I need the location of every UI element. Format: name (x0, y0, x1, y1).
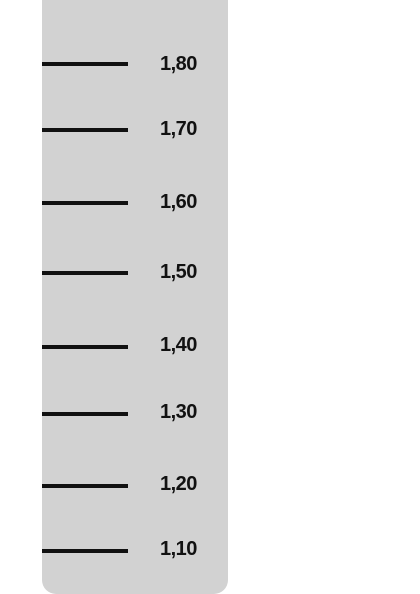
tick-mark-180 (42, 62, 128, 66)
tick-label-150: 1,50 (160, 261, 197, 283)
tick-label-120: 1,20 (160, 473, 197, 495)
tick-mark-150 (42, 271, 128, 275)
tick-mark-140 (42, 345, 128, 349)
tick-label-130: 1,30 (160, 401, 197, 423)
tick-label-110: 1,10 (160, 538, 197, 560)
height-ruler: 1,80 1,70 1,60 1,50 1,40 1,30 1,20 1,10 (42, 0, 228, 594)
tick-mark-170 (42, 128, 128, 132)
tick-label-140: 1,40 (160, 334, 197, 356)
tick-label-170: 1,70 (160, 118, 197, 140)
tick-label-180: 1,80 (160, 53, 197, 75)
tick-mark-120 (42, 484, 128, 488)
tick-label-160: 1,60 (160, 191, 197, 213)
tick-mark-110 (42, 549, 128, 553)
tick-mark-130 (42, 412, 128, 416)
tick-mark-160 (42, 201, 128, 205)
